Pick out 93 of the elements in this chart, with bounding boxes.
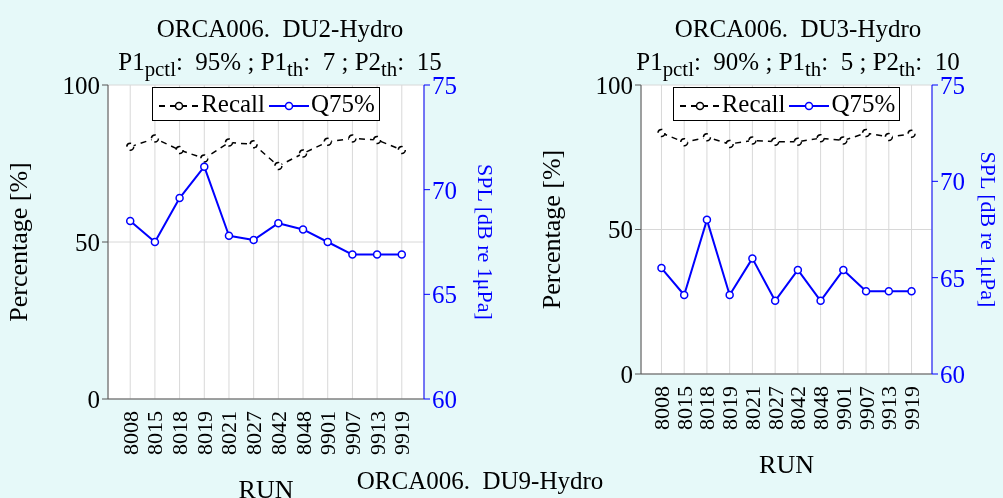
x-tick-label: 8027 bbox=[241, 411, 267, 455]
point bbox=[397, 145, 407, 155]
point bbox=[770, 137, 780, 146]
x-tick-label: 8018 bbox=[167, 411, 193, 455]
chart-title: ORCA006. DU2-Hydro bbox=[155, 14, 405, 44]
point bbox=[175, 193, 184, 203]
x-axis-title: RUN bbox=[759, 450, 815, 479]
y2-tick-label: 65 bbox=[940, 264, 965, 292]
y2-tick-label: 70 bbox=[940, 168, 965, 196]
point bbox=[125, 216, 135, 226]
point bbox=[816, 296, 825, 306]
point bbox=[298, 225, 308, 234]
x-tick-label: 9913 bbox=[876, 386, 902, 430]
point bbox=[816, 133, 825, 143]
point bbox=[702, 215, 712, 225]
x-tick-label: 8042 bbox=[265, 411, 291, 455]
point bbox=[224, 231, 234, 240]
y2-axis-title: SPL [dB re 1μPa] bbox=[976, 151, 1002, 308]
point bbox=[323, 237, 332, 247]
x-tick-label: 8008 bbox=[117, 411, 143, 455]
point bbox=[861, 286, 871, 296]
point bbox=[702, 133, 712, 142]
point bbox=[125, 142, 135, 152]
x-tick-label: 8021 bbox=[216, 411, 242, 455]
y-tick-label: 100 bbox=[595, 71, 633, 99]
y2-axis-title: SPL [dB re 1μPa] bbox=[473, 164, 499, 320]
point bbox=[657, 128, 666, 138]
point bbox=[249, 140, 258, 149]
point bbox=[861, 128, 871, 138]
point bbox=[348, 134, 357, 143]
point bbox=[793, 137, 803, 146]
y-tick-label: 50 bbox=[608, 216, 633, 244]
x-tick-label: 8008 bbox=[648, 386, 674, 430]
point bbox=[397, 250, 407, 259]
point bbox=[839, 265, 848, 275]
x-tick-label: 9907 bbox=[339, 411, 365, 455]
point bbox=[679, 137, 689, 147]
y2-tick-label: 60 bbox=[432, 385, 457, 413]
y-tick-label: 0 bbox=[87, 385, 100, 413]
point bbox=[884, 286, 894, 296]
point bbox=[748, 136, 757, 145]
point bbox=[200, 162, 209, 171]
point bbox=[274, 161, 283, 171]
chart-title: ORCA006. DU3-Hydro bbox=[673, 14, 923, 44]
point bbox=[839, 136, 848, 145]
point bbox=[884, 132, 894, 142]
x-tick-label: 8019 bbox=[191, 411, 217, 455]
point bbox=[224, 138, 234, 147]
y-tick-label: 0 bbox=[620, 360, 633, 388]
legend-label: Q75% bbox=[310, 90, 375, 117]
y-tick-label: 100 bbox=[62, 71, 100, 99]
point bbox=[725, 290, 734, 300]
point bbox=[770, 296, 780, 306]
legend-label: Recall bbox=[201, 90, 265, 117]
x-tick-label: 8048 bbox=[290, 411, 316, 455]
legend-label: Recall bbox=[721, 90, 786, 117]
x-axis-title: RUN bbox=[238, 475, 294, 498]
x-tick-label: 8042 bbox=[785, 386, 811, 430]
point bbox=[725, 139, 734, 149]
point bbox=[323, 137, 332, 147]
point bbox=[372, 250, 382, 259]
point bbox=[200, 154, 209, 163]
point bbox=[175, 145, 184, 155]
x-tick-label: 8015 bbox=[671, 386, 697, 430]
point bbox=[679, 290, 689, 300]
point bbox=[274, 218, 283, 228]
x-tick-label: 9913 bbox=[364, 411, 390, 455]
point bbox=[748, 254, 757, 263]
point bbox=[907, 286, 916, 296]
point bbox=[298, 149, 308, 158]
y-tick-label: 50 bbox=[75, 228, 100, 256]
x-tick-label: 9919 bbox=[899, 386, 925, 430]
y-axis-title: Percentage [%] bbox=[537, 149, 567, 310]
x-tick-label: 9901 bbox=[315, 411, 341, 455]
x-tick-label: 8015 bbox=[142, 411, 168, 455]
point bbox=[150, 237, 160, 247]
y2-tick-label: 60 bbox=[940, 360, 965, 388]
x-tick-label: 9907 bbox=[853, 386, 879, 430]
x-tick-label: 9919 bbox=[389, 411, 415, 455]
x-tick-label: 8027 bbox=[762, 386, 788, 430]
text: ORCA006. DU9-Hydro bbox=[355, 466, 605, 496]
y2-tick-label: 70 bbox=[432, 176, 457, 204]
point bbox=[907, 129, 916, 139]
x-tick-label: 8018 bbox=[694, 386, 720, 430]
legend-label: Q75% bbox=[831, 90, 896, 117]
point bbox=[372, 135, 382, 145]
y2-tick-label: 65 bbox=[432, 281, 457, 309]
point bbox=[793, 265, 803, 275]
y-axis-title: Percentage [%] bbox=[4, 162, 34, 322]
point bbox=[348, 250, 357, 259]
point bbox=[249, 235, 258, 245]
point bbox=[657, 263, 666, 273]
point bbox=[150, 134, 160, 143]
